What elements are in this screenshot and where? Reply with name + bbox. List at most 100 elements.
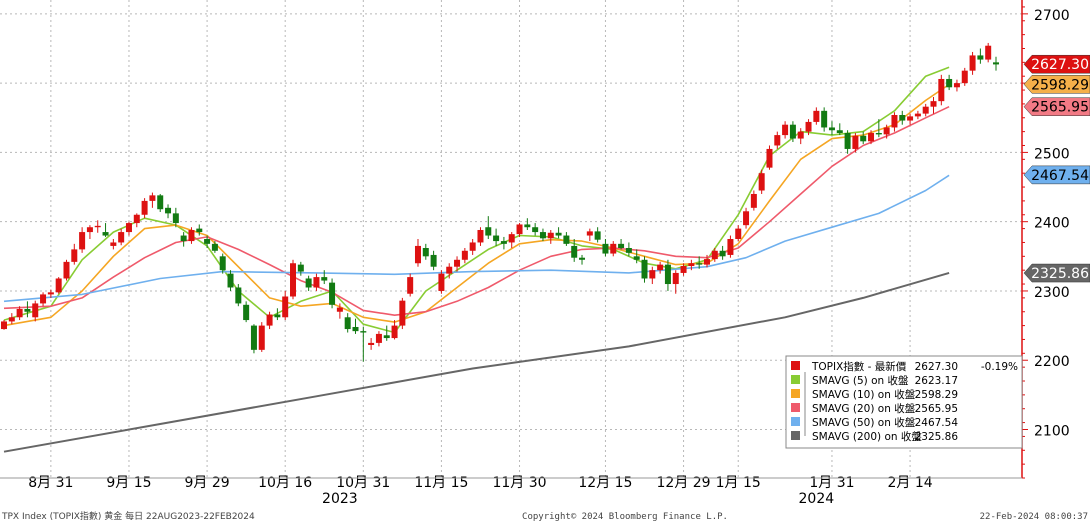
candle-body	[969, 55, 976, 71]
year-label: 2024	[799, 491, 835, 507]
candle-body	[852, 135, 859, 149]
candle-body	[141, 200, 148, 215]
candle-body	[539, 232, 546, 239]
candle-body	[172, 213, 179, 224]
candle-body	[774, 135, 781, 146]
candle-body	[649, 270, 656, 279]
candle-body	[860, 135, 867, 142]
price-label-box	[1023, 75, 1090, 94]
x-axis: 8月 31 9月 15 9月 29 10月 16 10月 31 11月 15 11月 30 1…	[0, 475, 1022, 507]
candle-body	[821, 110, 828, 128]
y-tick-label: 2100	[1034, 424, 1070, 440]
candle-body	[930, 101, 937, 107]
x-tick-label: 1月 15	[716, 475, 761, 491]
legend-value: 2467.54	[915, 417, 959, 429]
candle-body	[180, 235, 187, 242]
candle-body	[196, 228, 203, 233]
legend-name: SMAVG (20) on 收盤	[812, 402, 916, 415]
candle-body	[368, 342, 375, 345]
candle-body	[868, 133, 875, 142]
candle-body	[86, 227, 93, 233]
candle-body	[664, 264, 671, 285]
candle-body	[758, 173, 765, 191]
candle-body	[805, 121, 812, 132]
candle-body	[750, 193, 757, 208]
legend-value: 2623.17	[915, 375, 958, 387]
candle-body	[250, 325, 257, 350]
candle-body	[282, 296, 289, 318]
candle-body	[985, 45, 992, 60]
candle-body	[532, 227, 539, 233]
x-tick-label: 12月 29	[657, 475, 711, 491]
legend-name: SMAVG (200) on 收盤	[812, 430, 922, 443]
candle-body	[258, 325, 265, 350]
candle-body	[352, 326, 359, 332]
candle-body	[797, 131, 804, 139]
candle-body	[1, 321, 7, 330]
legend-swatch	[791, 389, 800, 398]
candle-body	[719, 250, 726, 257]
candle-body	[891, 114, 898, 128]
candle-body	[360, 331, 367, 333]
candle-body	[789, 124, 796, 139]
candle-body	[297, 264, 304, 272]
series-line	[3, 271, 950, 453]
candle-body	[24, 308, 31, 312]
candle-body	[883, 127, 890, 135]
candle-body	[430, 254, 437, 267]
legend-name: SMAVG (10) on 收盤	[812, 388, 916, 401]
price-label-box	[1023, 97, 1090, 116]
legend-value: 2325.86	[915, 431, 959, 443]
x-tick-label: 2月 14	[887, 475, 932, 491]
price-label-text: 2565.95	[1031, 100, 1089, 116]
candle-body	[688, 263, 695, 267]
x-tick-label: 10月 31	[336, 475, 390, 491]
price-labels: 2627.30 2598.29 2565.95 2467.54 2325.86	[1023, 54, 1090, 283]
candle-body	[516, 224, 523, 235]
candle-body	[641, 259, 648, 279]
candle-body	[469, 242, 476, 251]
legend-swatch	[791, 403, 800, 412]
candle-body	[454, 259, 461, 267]
candle-body	[204, 239, 211, 244]
candle-body	[344, 317, 351, 330]
candle-body	[508, 234, 515, 243]
legend-swatch	[791, 375, 800, 384]
candle-body	[672, 272, 679, 285]
legend-swatch	[791, 361, 800, 370]
candle-body	[329, 282, 336, 305]
candle-body	[125, 223, 132, 233]
candle-body	[47, 292, 54, 295]
candle-body	[118, 232, 125, 243]
x-tick-label: 1月 31	[809, 475, 854, 491]
footer-center: Copyright© 2024 Bloomberg Finance L.P.	[522, 512, 728, 522]
x-tick-label: 9月 15	[106, 475, 151, 491]
candle-body	[102, 232, 109, 236]
candle-body	[211, 243, 218, 251]
candle-body	[899, 114, 906, 121]
candle-body	[844, 133, 851, 149]
candle-body	[290, 263, 297, 297]
candle-body	[32, 303, 39, 318]
legend-value: 2627.30	[915, 361, 958, 373]
candle-body	[227, 273, 234, 288]
candle-body	[149, 195, 156, 201]
series-line	[3, 105, 950, 317]
x-tick-label: 11月 15	[414, 475, 468, 491]
y-tick-label: 2400	[1034, 216, 1070, 232]
candle-body	[16, 308, 23, 318]
candle-body	[235, 287, 242, 304]
x-tick-label: 12月 15	[578, 475, 632, 491]
candle-body	[477, 229, 484, 243]
y-tick-label: 2200	[1034, 354, 1070, 370]
candle-body	[914, 113, 921, 117]
candle-body	[399, 300, 406, 326]
candle-body	[94, 225, 101, 228]
y-tick-label: 2700	[1034, 8, 1070, 24]
price-label-box	[1023, 263, 1090, 283]
candle-body	[735, 228, 742, 239]
price-label-text: 2467.54	[1031, 168, 1089, 184]
candle-body	[485, 227, 492, 236]
candle-body	[414, 245, 421, 264]
